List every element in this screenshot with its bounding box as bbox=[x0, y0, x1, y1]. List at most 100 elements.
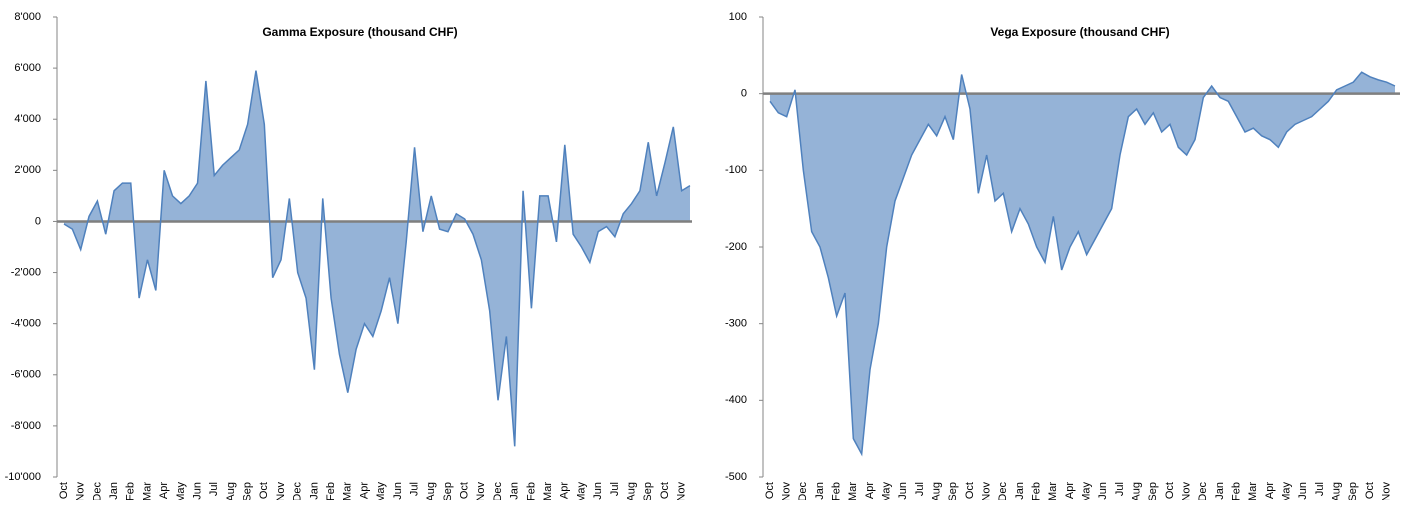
x-tick-label: Oct bbox=[1164, 482, 1176, 499]
chart-title: Vega Exposure (thousand CHF) bbox=[990, 25, 1169, 39]
x-tick-label: Jul bbox=[609, 482, 621, 496]
y-tick-label: -4'000 bbox=[11, 318, 41, 330]
y-tick-label: -6'000 bbox=[11, 369, 41, 381]
x-tick-label: Dec bbox=[1197, 482, 1209, 500]
x-tick-label: Aug bbox=[625, 482, 637, 500]
x-tick-label: Jan bbox=[1214, 482, 1226, 500]
x-tick-label: Sep bbox=[242, 482, 254, 500]
x-tick-label: Jun bbox=[191, 482, 203, 500]
x-tick-label: Feb bbox=[1031, 482, 1043, 500]
x-tick-label: Apr bbox=[158, 482, 170, 499]
y-tick-label: -10'000 bbox=[5, 471, 41, 483]
y-tick-label: 2'000 bbox=[14, 164, 41, 176]
x-tick-label: May bbox=[375, 482, 387, 500]
y-tick-label: -500 bbox=[725, 471, 747, 483]
x-tick-label: Mar bbox=[847, 482, 859, 500]
x-tick-label: Mar bbox=[542, 482, 554, 500]
x-tick-label: May bbox=[1281, 482, 1293, 500]
x-tick-label: May bbox=[881, 482, 893, 500]
y-tick-label: -300 bbox=[725, 318, 747, 330]
area-line bbox=[769, 71, 1396, 457]
x-tick-label: May bbox=[1081, 482, 1093, 500]
x-tick-label: Nov bbox=[781, 482, 793, 500]
x-tick-label: Oct bbox=[659, 482, 671, 499]
x-tick-label: Aug bbox=[225, 482, 237, 500]
x-tick-label: Jul bbox=[914, 482, 926, 496]
x-tick-label: Feb bbox=[1231, 482, 1243, 500]
x-tick-label: Jun bbox=[592, 482, 604, 500]
x-tick-label: Sep bbox=[642, 482, 654, 500]
x-tick-label: Jan bbox=[108, 482, 120, 500]
y-tick-label: 100 bbox=[729, 11, 747, 23]
y-tick-label: -100 bbox=[725, 164, 747, 176]
x-tick-label: Dec bbox=[492, 482, 504, 500]
chart-title: Gamma Exposure (thousand CHF) bbox=[262, 25, 457, 39]
x-tick-label: Oct bbox=[58, 482, 70, 499]
x-tick-label: Apr bbox=[1264, 482, 1276, 499]
x-tick-label: Jun bbox=[392, 482, 404, 500]
x-tick-label: Oct bbox=[764, 482, 776, 499]
x-tick-label: Nov bbox=[475, 482, 487, 500]
x-tick-label: Nov bbox=[75, 482, 87, 500]
x-tick-label: Sep bbox=[1147, 482, 1159, 500]
x-tick-label: Jan bbox=[509, 482, 521, 500]
y-tick-label: -2'000 bbox=[11, 266, 41, 278]
x-tick-label: Nov bbox=[676, 482, 688, 500]
x-tick-label: Feb bbox=[831, 482, 843, 500]
y-tick-label: 0 bbox=[741, 88, 747, 100]
y-tick-label: -400 bbox=[725, 394, 747, 406]
x-tick-label: Jan bbox=[1014, 482, 1026, 500]
x-tick-label: Apr bbox=[1064, 482, 1076, 499]
x-tick-label: Jan bbox=[308, 482, 320, 500]
x-tick-label: Jul bbox=[208, 482, 220, 496]
x-tick-label: Nov bbox=[981, 482, 993, 500]
x-tick-label: Jun bbox=[1097, 482, 1109, 500]
x-tick-label: Feb bbox=[325, 482, 337, 500]
x-tick-label: Dec bbox=[91, 482, 103, 500]
x-tick-label: Jul bbox=[408, 482, 420, 496]
x-tick-label: Mar bbox=[1047, 482, 1059, 500]
y-tick-label: 4'000 bbox=[14, 113, 41, 125]
x-tick-label: Apr bbox=[864, 482, 876, 499]
y-tick-label: 0 bbox=[35, 215, 41, 227]
x-tick-label: Dec bbox=[292, 482, 304, 500]
x-tick-label: Mar bbox=[342, 482, 354, 500]
x-tick-label: Dec bbox=[997, 482, 1009, 500]
x-tick-label: Jun bbox=[1297, 482, 1309, 500]
x-tick-label: Mar bbox=[1247, 482, 1259, 500]
x-tick-label: Apr bbox=[358, 482, 370, 499]
x-tick-label: Jul bbox=[1314, 482, 1326, 496]
x-tick-label: Aug bbox=[1331, 482, 1343, 500]
x-tick-label: Feb bbox=[525, 482, 537, 500]
x-tick-label: Jan bbox=[814, 482, 826, 500]
x-tick-label: Sep bbox=[442, 482, 454, 500]
area-line bbox=[63, 70, 691, 447]
x-tick-label: Sep bbox=[947, 482, 959, 500]
x-tick-label: Dec bbox=[797, 482, 809, 500]
x-tick-label: Oct bbox=[258, 482, 270, 499]
x-tick-label: Oct bbox=[964, 482, 976, 499]
x-tick-label: Sep bbox=[1347, 482, 1359, 500]
x-tick-label: Mar bbox=[141, 482, 153, 500]
y-tick-label: -8'000 bbox=[11, 420, 41, 432]
area-fill bbox=[770, 72, 1395, 454]
x-tick-label: Aug bbox=[425, 482, 437, 500]
x-tick-label: Nov bbox=[275, 482, 287, 500]
x-tick-label: Feb bbox=[125, 482, 137, 500]
x-tick-label: Oct bbox=[1364, 482, 1376, 499]
x-tick-label: Aug bbox=[931, 482, 943, 500]
y-tick-label: 8'000 bbox=[14, 11, 41, 23]
x-tick-label: May bbox=[575, 482, 587, 500]
x-tick-label: Jun bbox=[897, 482, 909, 500]
x-tick-label: Aug bbox=[1131, 482, 1143, 500]
x-tick-label: Oct bbox=[459, 482, 471, 499]
y-tick-label: 6'000 bbox=[14, 62, 41, 74]
y-tick-label: -200 bbox=[725, 241, 747, 253]
x-tick-label: Nov bbox=[1381, 482, 1393, 500]
x-tick-label: Apr bbox=[559, 482, 571, 499]
x-tick-label: Nov bbox=[1181, 482, 1193, 500]
x-tick-label: May bbox=[175, 482, 187, 500]
x-tick-label: Jul bbox=[1114, 482, 1126, 496]
